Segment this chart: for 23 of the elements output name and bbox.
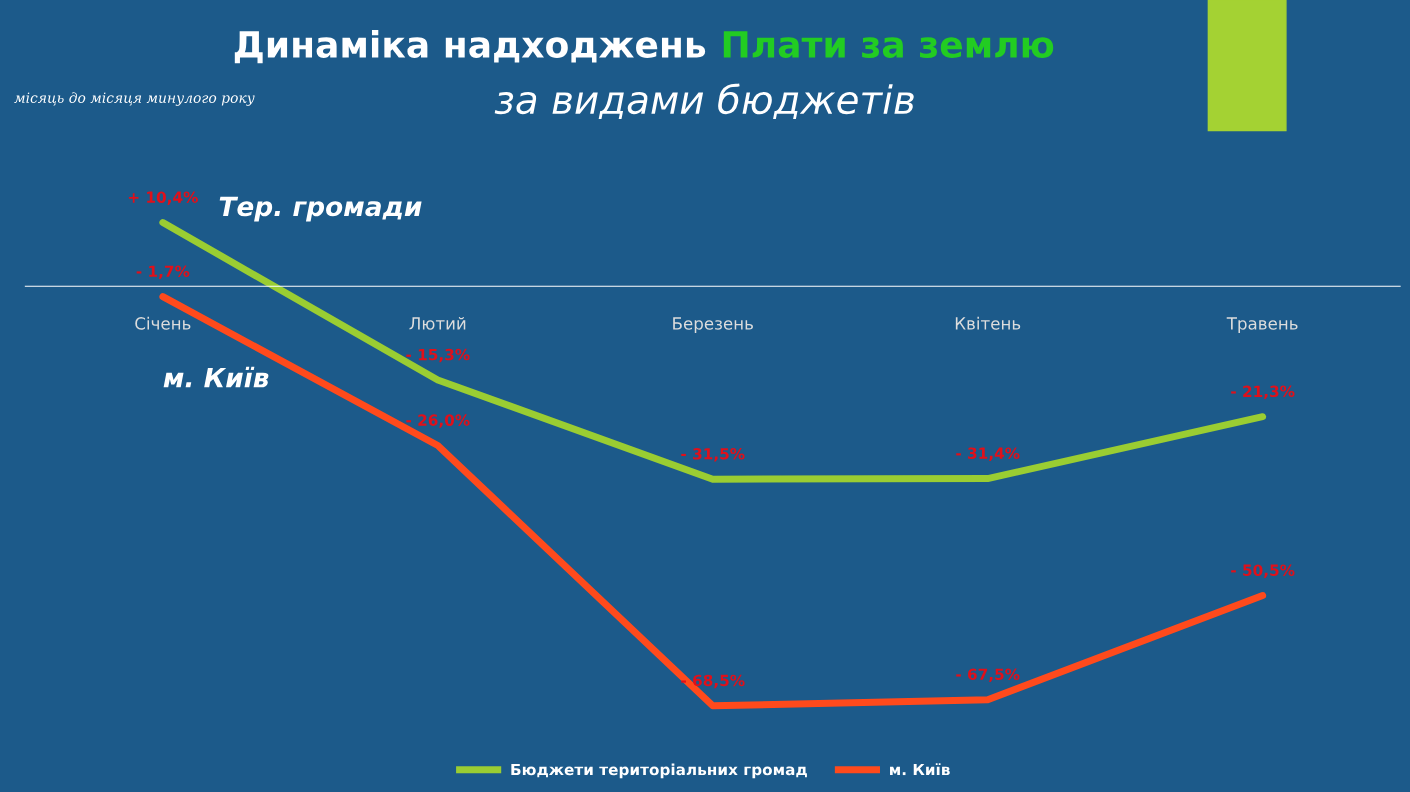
data-label: - 21,3% xyxy=(1231,385,1295,400)
x-tick-label: Лютий xyxy=(409,316,466,330)
x-tick-label: Березень xyxy=(673,317,753,333)
data-label: - 15,3% xyxy=(406,348,470,363)
data-label: - 68,5% xyxy=(681,674,745,689)
text: місяць до місяця минулого року xyxy=(14,92,255,106)
legend-label: м. Київ xyxy=(890,763,950,776)
x-tick-label: Квітень xyxy=(955,316,1021,330)
data-label: - 67,5% xyxy=(956,668,1020,683)
legend-label: Бюджети територіальних громад xyxy=(511,763,807,779)
data-label: - 50,5% xyxy=(1231,564,1295,578)
annotation: Тер. громади xyxy=(219,196,422,222)
x-tick-label: Січень xyxy=(135,316,191,330)
data-label: - 31,5% xyxy=(681,448,745,462)
x-tick-label: Травень xyxy=(1226,317,1298,333)
data-label: + 10,4% xyxy=(128,191,198,205)
data-label: - 31,4% xyxy=(956,447,1020,461)
chart-title: Динаміка надходжень xyxy=(234,30,706,64)
text: Плати за землю xyxy=(723,31,1054,58)
chart-subtitle: за видами бюджетів xyxy=(494,83,914,120)
annotation: м. Київ xyxy=(163,366,269,388)
data-label: - 1,7% xyxy=(136,265,190,279)
data-label: - 26,0% xyxy=(406,414,470,428)
